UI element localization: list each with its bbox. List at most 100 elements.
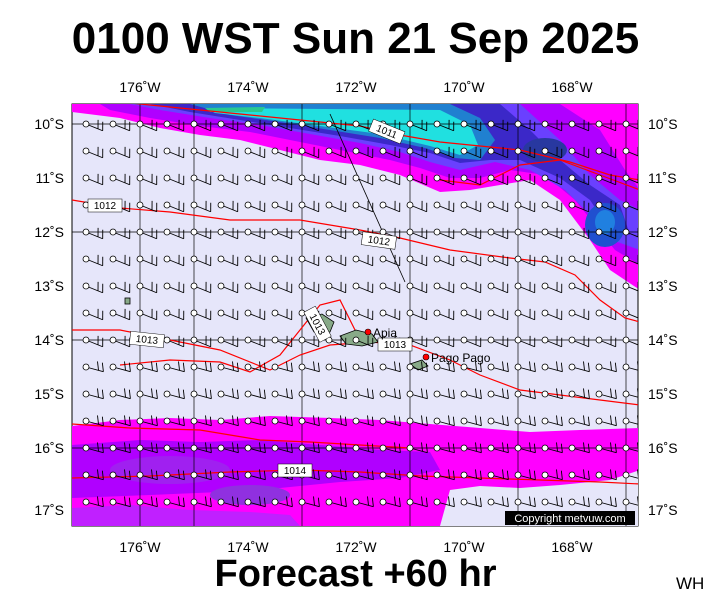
- wind-barb: [190, 361, 212, 373]
- wind-barb: [433, 335, 455, 348]
- wind-barb: [352, 469, 374, 481]
- wind-barb: [433, 227, 455, 240]
- wind-barb: [109, 227, 131, 240]
- wind-barb: [541, 200, 563, 213]
- wind-barb: [136, 173, 158, 186]
- svg-text:1012: 1012: [94, 201, 117, 212]
- wind-barb: [379, 361, 401, 373]
- wind-barb: [190, 200, 212, 213]
- wind-barb: [568, 308, 590, 321]
- corner-label: WH: [676, 574, 705, 593]
- wind-barb: [568, 388, 590, 400]
- wind-barb: [460, 200, 482, 213]
- svg-text:13˚S: 13˚S: [648, 278, 678, 294]
- wind-barb: [541, 415, 563, 427]
- wind-barb: [460, 227, 482, 240]
- svg-text:10˚S: 10˚S: [648, 116, 678, 132]
- wind-barb: [487, 281, 509, 294]
- wind-barb: [190, 496, 212, 508]
- wind-barb: [298, 281, 320, 294]
- lat-labels-right: 10˚S 11˚S 12˚S 13˚S 14˚S 15˚S 16˚S 17˚S: [648, 116, 678, 518]
- wind-barb: [109, 281, 131, 294]
- wind-barb: [325, 361, 347, 373]
- wind-barb: [217, 119, 239, 132]
- wind-barb: [460, 442, 482, 454]
- wind-barb: [487, 496, 509, 508]
- wind-barb: [163, 254, 185, 267]
- wind-barb: [190, 146, 212, 159]
- track-line: [329, 113, 406, 283]
- wind-barb: [622, 281, 638, 292]
- wind-barb: [433, 200, 455, 213]
- wind-barb: [217, 227, 239, 240]
- wind-barb: [541, 227, 563, 240]
- wind-barb: [163, 469, 185, 481]
- wind-barb: [460, 388, 482, 400]
- wind-barb: [109, 361, 131, 373]
- wind-barb: [190, 281, 212, 294]
- wind-barb: [163, 308, 185, 321]
- wind-barb: [244, 335, 266, 348]
- wind-barb: [244, 200, 266, 213]
- wind-barb: [163, 361, 185, 373]
- wind-barb: [217, 469, 239, 481]
- wind-barb: [82, 388, 104, 400]
- wind-barb: [568, 227, 590, 240]
- wind-barb: [82, 442, 104, 454]
- wind-barb: [487, 469, 509, 481]
- wind-barb: [622, 361, 638, 371]
- wind-barb: [514, 469, 536, 481]
- svg-text:174˚W: 174˚W: [227, 79, 269, 95]
- wind-barb: [595, 496, 617, 508]
- wind-barb: [82, 119, 104, 132]
- wind-barb: [325, 496, 347, 508]
- wind-barb: [622, 442, 638, 452]
- wind-barb: [460, 308, 482, 321]
- wind-barb: [244, 469, 266, 481]
- wind-barb: [595, 119, 617, 132]
- wind-barb: [244, 388, 266, 400]
- wind-barb: [217, 442, 239, 454]
- wind-barb: [271, 227, 293, 240]
- wind-barb: [190, 227, 212, 240]
- wind-barb: [541, 361, 563, 373]
- wind-barb: [217, 415, 239, 427]
- wind-barb: [244, 173, 266, 186]
- isobar-label-1014: 1014: [277, 463, 313, 478]
- wind-barb: [460, 361, 482, 373]
- wind-barb: [541, 254, 563, 267]
- wind-barb: [460, 254, 482, 267]
- svg-text:13˚S: 13˚S: [34, 278, 64, 294]
- wind-barb: [433, 361, 455, 373]
- svg-text:15˚S: 15˚S: [648, 386, 678, 402]
- wind-barb: [244, 442, 266, 454]
- isobar-label-1013-c: 1013: [377, 337, 413, 352]
- wind-barb: [352, 388, 374, 400]
- wind-barb: [514, 200, 536, 213]
- wind-barb: [82, 335, 104, 348]
- svg-text:12˚S: 12˚S: [34, 224, 64, 240]
- wind-barb: [595, 361, 617, 373]
- wind-barb: [352, 361, 374, 373]
- wind-barb: [433, 469, 455, 481]
- place-pago-pago: Pago Pago: [422, 351, 491, 365]
- svg-text:Apia: Apia: [373, 326, 397, 340]
- wind-barb: [595, 227, 617, 240]
- wind-barb: [568, 200, 590, 213]
- wind-barb: [109, 442, 131, 454]
- wind-barb: [109, 308, 131, 321]
- svg-text:1013: 1013: [384, 340, 407, 351]
- wind-barb: [433, 415, 455, 427]
- wind-barb: [460, 496, 482, 508]
- svg-text:14˚S: 14˚S: [34, 332, 64, 348]
- wind-barb: [487, 308, 509, 321]
- wind-barb: [487, 335, 509, 348]
- wind-barb: [622, 335, 638, 346]
- wind-barb: [136, 496, 158, 508]
- wind-barb: [487, 119, 509, 132]
- wind-barb: [379, 308, 401, 321]
- wind-barb: [406, 200, 428, 213]
- wind-barb: [406, 415, 428, 427]
- wind-barb: [163, 200, 185, 213]
